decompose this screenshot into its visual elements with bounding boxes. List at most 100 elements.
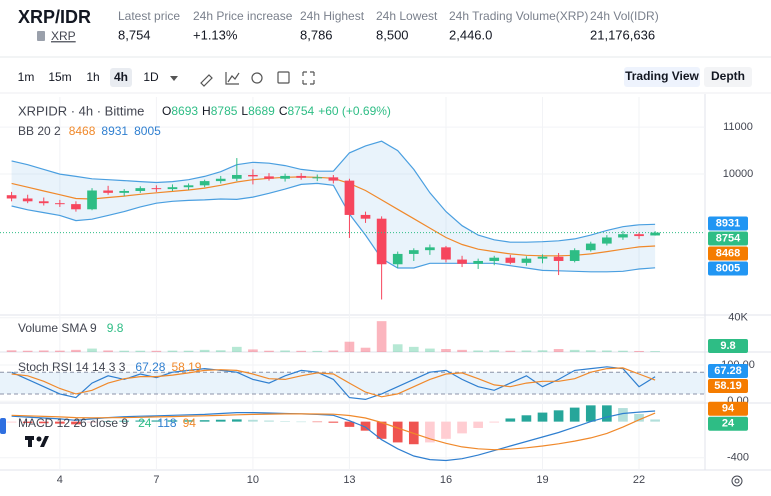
interval-button[interactable]: 1D: [143, 70, 159, 84]
candle-body: [119, 190, 130, 193]
bb-lower: [11, 182, 656, 273]
chart-settings[interactable]: [731, 475, 743, 487]
candle-body: [328, 177, 339, 181]
volume-bar: [312, 350, 323, 352]
macd-histogram-bar: [521, 415, 532, 422]
volume-bar: [505, 350, 516, 352]
macd-histogram-bar: [489, 421, 500, 423]
settings-gear-center[interactable]: [734, 478, 740, 484]
settings-icon[interactable]: [251, 72, 263, 84]
candle-body: [231, 174, 242, 179]
fullscreen-icon[interactable]: [302, 71, 315, 85]
c-label: C: [279, 104, 288, 118]
indicator-icon[interactable]: [225, 72, 240, 85]
macd-legend: MACD 12 26 close 9 24 118 94: [18, 416, 196, 430]
logo-part: [40, 436, 49, 447]
candle-body: [22, 198, 33, 202]
settings-gear[interactable]: [731, 475, 743, 487]
volume-bar: [553, 349, 564, 352]
x-tick-label: 7: [153, 474, 159, 486]
stat-value: 8,500: [376, 27, 409, 42]
interval-button[interactable]: 15m: [48, 70, 71, 84]
volume-bar: [151, 350, 162, 352]
macd-histogram-bar: [167, 420, 178, 422]
volume-bar: [264, 350, 274, 352]
volume-legend: Volume SMA 9 9.8: [18, 321, 124, 335]
y-tick-label: -400: [727, 452, 749, 464]
tv-logo: [25, 436, 49, 447]
price-tag: [708, 363, 748, 378]
x-tick-label: 19: [536, 474, 548, 486]
volume-bar: [602, 350, 612, 352]
view-button[interactable]: Trading View: [625, 69, 699, 83]
candle-body: [505, 257, 516, 263]
price-tag-label: 8005: [716, 262, 740, 274]
asset-link[interactable]: XRP: [51, 29, 76, 43]
volume-bar: [473, 350, 483, 352]
macd-histogram-bar: [264, 420, 274, 422]
interval-button[interactable]: 1m: [18, 70, 35, 84]
asset-icon: [37, 31, 45, 41]
volume-bar: [167, 350, 178, 352]
l-label: L: [241, 104, 248, 118]
interval-button[interactable]: 1h: [86, 70, 99, 84]
candle-body: [537, 256, 548, 259]
candle-body: [650, 232, 660, 236]
draw-icon[interactable]: [200, 74, 213, 87]
candle-body: [344, 180, 355, 215]
bb-basis-value: 8468: [69, 124, 96, 138]
macd-histogram-bar: [553, 410, 564, 422]
save-icon[interactable]: [277, 71, 290, 84]
interval-button[interactable]: 4h: [114, 70, 128, 84]
macd-histogram-bar: [103, 421, 113, 422]
volume-bar: [441, 349, 451, 352]
price-tag-label: 8468: [716, 247, 740, 259]
candle-body: [151, 188, 162, 190]
macd-histogram-bar: [183, 420, 194, 422]
macd-histogram-bar: [618, 408, 628, 422]
macd-histogram-bar: [280, 421, 290, 422]
l-value: 8689: [248, 104, 275, 118]
view-button[interactable]: Depth: [711, 69, 745, 83]
volume-title: Volume SMA 9: [18, 321, 97, 335]
volume-sma-value: 9.8: [107, 321, 124, 335]
stoch-band: [0, 372, 705, 394]
active-interval-bg: [110, 68, 132, 87]
candle-body: [103, 190, 113, 193]
price-tag-label: 67.28: [714, 365, 742, 377]
price-tag-label: 58.19: [714, 380, 742, 392]
macd-histogram-bar: [55, 421, 65, 424]
candle-body: [312, 177, 323, 179]
volume-bar: [71, 349, 81, 352]
volume-bar: [22, 350, 33, 352]
volume-bar: [569, 349, 580, 352]
volume-bar: [585, 350, 596, 352]
candle-body: [602, 237, 612, 244]
view-button-bg[interactable]: [624, 67, 700, 87]
macd-histogram-bar: [505, 418, 516, 422]
candle-body: [87, 190, 97, 210]
candle-body: [280, 175, 290, 179]
price-tag: [708, 246, 748, 261]
view-button-bg[interactable]: [704, 67, 752, 87]
volume-bar: [634, 350, 644, 352]
interval-caret[interactable]: [170, 76, 178, 81]
candle-body: [489, 257, 500, 261]
macd-histogram-bar: [360, 421, 371, 431]
macd-histogram-bar: [569, 407, 580, 422]
candle-body: [376, 218, 387, 265]
stat-value: 2,446.0: [449, 27, 492, 42]
macd-histogram-bar: [425, 421, 435, 443]
candle-body: [6, 195, 17, 199]
candle-body: [392, 253, 403, 265]
h-label: H: [202, 104, 211, 118]
macd-histogram-bar: [312, 421, 323, 423]
macd-line: [11, 410, 656, 462]
stat-value: 8,754: [118, 27, 151, 42]
macd-value: 118: [157, 416, 176, 430]
candle-body: [408, 250, 419, 254]
y-tick-label: 10000: [723, 168, 754, 180]
candle-body: [553, 256, 564, 261]
stoch-k: [11, 366, 656, 401]
pane-handle[interactable]: [0, 418, 6, 434]
